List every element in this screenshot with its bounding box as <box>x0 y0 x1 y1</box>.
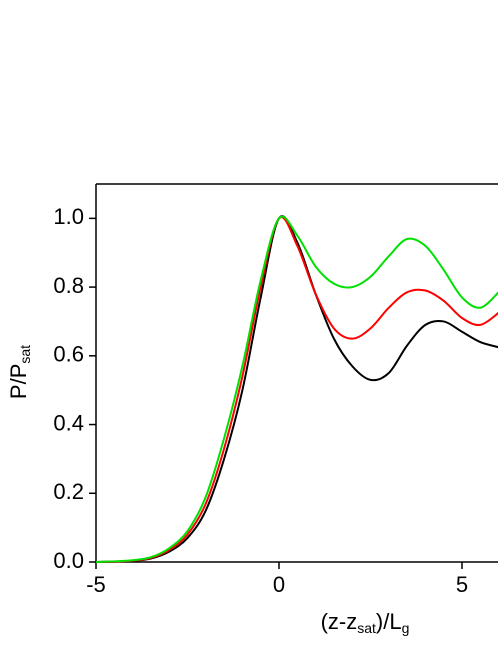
y-label-main: P/P <box>6 364 31 399</box>
y-tick-label: 1.0 <box>53 204 84 229</box>
y-tick-label: 0.2 <box>53 479 84 504</box>
x-label-sub: g <box>402 620 410 636</box>
y-tick-label: 0.0 <box>53 548 84 573</box>
x-label-sub: sat <box>357 620 376 636</box>
x-tick-label: 5 <box>456 572 468 597</box>
series-line <box>95 216 498 563</box>
y-tick-label: 0.8 <box>53 273 84 298</box>
y-tick-label: 0.4 <box>53 410 84 435</box>
x-label-part: )/L <box>376 609 402 634</box>
series-line <box>95 215 498 563</box>
x-tick-label: -5 <box>86 572 106 597</box>
x-axis-label: (z-zsat)/Lg <box>321 609 410 636</box>
y-label-sub: sat <box>17 345 33 364</box>
series-line <box>95 215 498 563</box>
y-tick-label: 0.6 <box>53 342 84 367</box>
y-axis-label: P/Psat <box>6 345 33 399</box>
x-label-part: (z-z <box>321 609 358 634</box>
x-tick-label: 0 <box>273 572 285 597</box>
